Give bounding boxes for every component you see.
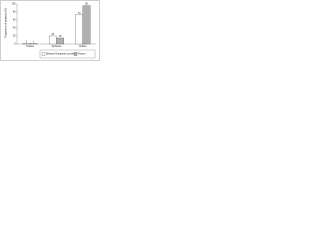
value-label: 73 — [78, 12, 81, 15]
value-label: 96 — [85, 3, 88, 6]
legend-swatch — [73, 52, 78, 56]
y-tick-label: 20 — [13, 35, 16, 38]
x-tick-label: Sphères — [52, 44, 62, 48]
y-tick-label: 0 — [14, 43, 16, 46]
value-label: 15 — [59, 35, 62, 38]
bar — [56, 37, 65, 45]
x-tick-label: Perles — [26, 44, 34, 48]
y-tick-label: 100 — [12, 3, 17, 6]
bar — [75, 14, 83, 45]
legend-swatch — [41, 52, 46, 56]
legend-label: France — [78, 53, 86, 56]
value-label: 2 — [26, 40, 28, 43]
y-axis-label: Proportion of patients (%) — [4, 8, 8, 38]
y-tick-label: 60 — [13, 19, 16, 22]
legend-label: Western European countries — [46, 53, 77, 56]
value-label: 1 — [33, 41, 35, 44]
legend-box — [39, 49, 96, 59]
bar — [82, 5, 91, 45]
chart: Proportion of patients (%) 0 20 40 60 80 100 P… — [0, 0, 100, 61]
value-label: 20 — [51, 33, 54, 36]
y-tick-label: 40 — [13, 27, 16, 30]
x-tick-label: Grilles — [79, 44, 87, 48]
bar — [48, 35, 57, 45]
y-tick-label: 80 — [13, 11, 16, 14]
